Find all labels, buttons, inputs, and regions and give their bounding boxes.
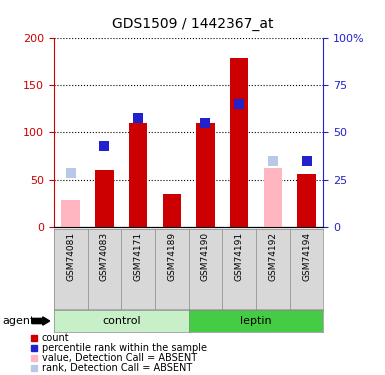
Bar [129,123,147,227]
Point [68,170,74,176]
Text: percentile rank within the sample: percentile rank within the sample [42,343,207,353]
Point [236,101,242,107]
Bar [264,168,282,227]
Text: rank, Detection Call = ABSENT: rank, Detection Call = ABSENT [42,363,192,372]
Text: GSM74192: GSM74192 [268,232,277,281]
Text: GSM74191: GSM74191 [235,232,244,281]
Text: GSM74190: GSM74190 [201,232,210,281]
Text: GDS1509 / 1442367_at: GDS1509 / 1442367_at [112,17,273,31]
Bar [95,170,114,227]
Text: control: control [102,316,141,326]
Text: count: count [42,333,69,343]
Text: GSM74171: GSM74171 [134,232,142,281]
Point [270,158,276,164]
Point [203,120,209,126]
Bar [196,123,215,227]
Point [101,143,107,149]
Text: agent: agent [2,316,34,326]
Text: leptin: leptin [240,316,272,326]
Text: value, Detection Call = ABSENT: value, Detection Call = ABSENT [42,353,197,363]
Bar [297,174,316,227]
Text: GSM74083: GSM74083 [100,232,109,281]
Bar [162,194,181,227]
Text: GSM74081: GSM74081 [66,232,75,281]
Point [135,115,141,121]
Point [303,158,310,164]
Text: GSM74194: GSM74194 [302,232,311,281]
Text: GSM74189: GSM74189 [167,232,176,281]
Bar [62,200,80,227]
Bar [230,58,248,227]
